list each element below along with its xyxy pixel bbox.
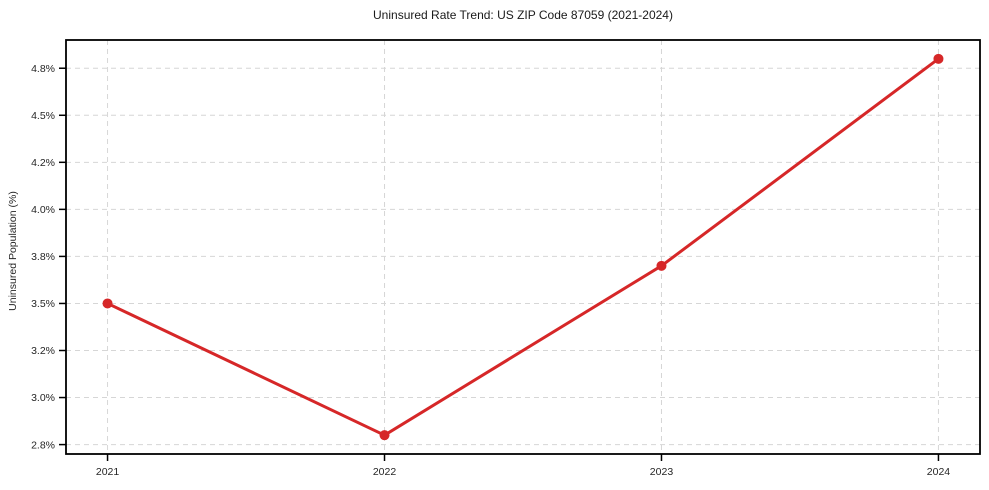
y-tick-label: 4.8%: [31, 63, 55, 75]
data-point-marker: [102, 298, 113, 309]
data-point-marker: [379, 430, 390, 441]
x-tick-label: 2024: [927, 466, 951, 478]
data-point-marker: [656, 260, 667, 271]
y-tick-label: 4.5%: [31, 110, 55, 122]
data-point-marker: [933, 53, 944, 64]
y-tick-label: 2.8%: [31, 439, 55, 451]
chart-title: Uninsured Rate Trend: US ZIP Code 87059 …: [373, 8, 673, 22]
y-tick-label: 4.2%: [31, 157, 55, 169]
x-tick-label: 2021: [96, 466, 120, 478]
y-tick-label: 3.2%: [31, 345, 55, 357]
y-tick-label: 4.0%: [31, 204, 55, 216]
axes-frame: [65, 39, 981, 455]
x-tick-label: 2022: [373, 466, 397, 478]
x-tick-label: 2023: [650, 466, 674, 478]
y-tick-label: 3.5%: [31, 298, 55, 310]
y-tick-label: 3.8%: [31, 251, 55, 263]
y-tick-label: 3.0%: [31, 392, 55, 404]
trend-line: [106, 57, 940, 437]
